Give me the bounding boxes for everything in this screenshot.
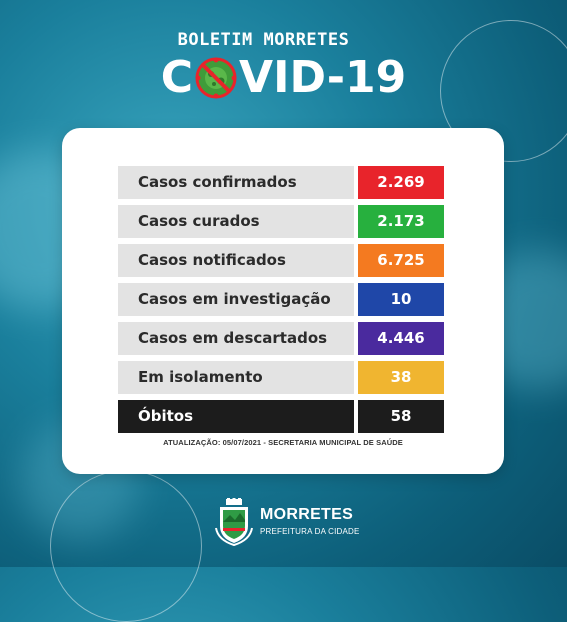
- stat-value: 2.173: [358, 205, 444, 238]
- header: BOLETIM MORRETES C VID-19: [0, 30, 567, 102]
- stat-label: Casos confirmados: [118, 166, 354, 199]
- update-footnote: ATUALIZAÇÃO: 05/07/2021 - SECRETARIA MUN…: [163, 438, 403, 447]
- stat-row-investigation: Casos em investigação 10: [118, 283, 448, 316]
- stat-value: 58: [358, 400, 444, 433]
- city-crest-icon: [215, 498, 253, 546]
- bulletin-card: Casos confirmados 2.269 Casos curados 2.…: [62, 128, 504, 474]
- stat-row-confirmed: Casos confirmados 2.269: [118, 166, 448, 199]
- stat-value: 2.269: [358, 166, 444, 199]
- title-right: VID-19: [239, 52, 407, 103]
- brand-tagline: PREFEITURA DA CIDADE: [260, 527, 360, 536]
- stat-value: 4.446: [358, 322, 444, 355]
- stat-row-cured: Casos curados 2.173: [118, 205, 448, 238]
- stat-row-notified: Casos notificados 6.725: [118, 244, 448, 277]
- bulletin-subtitle: BOLETIM MORRETES: [177, 30, 350, 50]
- stat-label: Óbitos: [118, 400, 354, 433]
- city-brand: MORRETES PREFEITURA DA CIDADE: [214, 498, 364, 546]
- title-left: C: [160, 52, 194, 103]
- stat-row-deaths: Óbitos 58: [118, 400, 448, 433]
- brand-name: MORRETES: [260, 506, 354, 523]
- stat-row-discarded: Casos em descartados 4.446: [118, 322, 448, 355]
- covid-title: C VID-19: [0, 54, 567, 102]
- stat-label: Casos em investigação: [118, 283, 354, 316]
- virus-icon: [195, 57, 237, 99]
- stat-row-isolation: Em isolamento 38: [118, 361, 448, 394]
- stat-value: 10: [358, 283, 444, 316]
- stat-label: Casos curados: [118, 205, 354, 238]
- stat-value: 38: [358, 361, 444, 394]
- stat-label: Em isolamento: [118, 361, 354, 394]
- decorative-ring: [50, 470, 202, 622]
- stat-label: Casos notificados: [118, 244, 354, 277]
- stat-label: Casos em descartados: [118, 322, 354, 355]
- stat-value: 6.725: [358, 244, 444, 277]
